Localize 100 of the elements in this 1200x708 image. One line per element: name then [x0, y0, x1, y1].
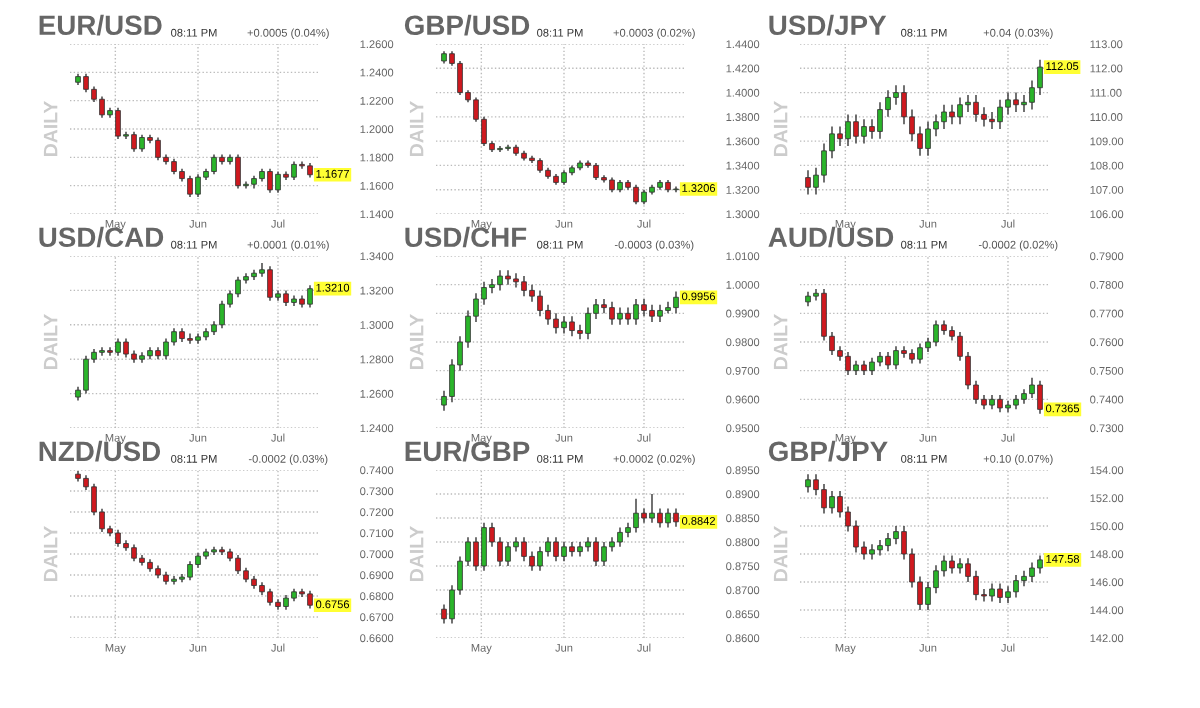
candlestick: [633, 184, 639, 205]
candlestick: [155, 136, 161, 161]
chart-title: GBP/JPY: [768, 440, 888, 462]
candlestick: [1021, 94, 1027, 113]
chart-title: USD/JPY: [769, 14, 887, 36]
candlestick: [235, 153, 241, 190]
chart-title: GBP/USD: [404, 14, 530, 36]
candlestick: [877, 101, 883, 140]
candlestick: [267, 265, 273, 302]
candlestick: [505, 269, 511, 286]
candlestick: [267, 167, 273, 194]
chart-title: EUR/GBP: [405, 440, 530, 462]
candlestick: [965, 94, 971, 113]
candlestick: [837, 125, 843, 147]
candlestick: [99, 95, 105, 119]
candlestick: [665, 507, 671, 529]
candlestick: [673, 507, 679, 528]
candlestick: [187, 560, 193, 581]
candlestick: [657, 507, 663, 529]
candlestick: [617, 526, 623, 548]
candlestick: [981, 106, 987, 128]
candlestick: [821, 483, 827, 515]
candlestick: [163, 337, 169, 360]
candlestick: [187, 332, 193, 345]
candlestick: [601, 298, 607, 315]
candlestick: [481, 522, 487, 572]
candlestick: [885, 532, 891, 552]
candlestick: [853, 519, 859, 554]
candlestick: [505, 541, 511, 567]
candlestick: [633, 298, 639, 326]
candlestick: [585, 306, 591, 340]
candlestick: [1013, 574, 1019, 599]
chart-title: USD/CHF: [405, 226, 527, 248]
candlestick: [649, 493, 655, 524]
candlestick: [187, 175, 193, 198]
chart-title: NZD/USD: [39, 440, 161, 462]
candlestick: [457, 60, 463, 96]
candlestick: [601, 541, 607, 567]
candlestick: [235, 275, 241, 298]
candlestick: [837, 490, 843, 519]
candlestick: [997, 99, 1003, 130]
candlestick: [1037, 59, 1043, 96]
candlestick: [235, 554, 241, 575]
candlestick: [219, 300, 225, 329]
candlestick: [845, 113, 851, 147]
candlestick: [989, 111, 995, 130]
candlestick: [307, 284, 313, 309]
candlestick: [957, 557, 963, 575]
candlestick: [1037, 380, 1043, 415]
candlestick: [957, 96, 963, 125]
candlestick: [673, 290, 679, 315]
candlestick: [131, 131, 137, 153]
candlestick: [1013, 91, 1019, 113]
candlestick: [861, 118, 867, 145]
candlestick: [949, 104, 955, 125]
candlestick: [641, 507, 647, 524]
candlestick: [521, 536, 527, 562]
candlestick: [917, 342, 923, 365]
candlestick: [845, 351, 851, 376]
candlestick: [949, 554, 955, 575]
chart-title: EUR/USD: [39, 14, 162, 36]
candlestick: [989, 582, 995, 603]
candlestick: [561, 541, 567, 562]
candlestick: [569, 315, 575, 337]
candlestick: [1029, 561, 1035, 583]
candlestick: [593, 536, 599, 567]
candlestick: [893, 345, 899, 370]
candlestick: [497, 269, 503, 292]
candlestick: [869, 543, 875, 561]
chart-title: USD/CAD: [39, 226, 164, 248]
candlestick: [997, 582, 1003, 604]
candlestick: [83, 355, 89, 395]
candlestick: [115, 107, 121, 140]
candlestick: [275, 170, 281, 194]
candlestick: [1021, 570, 1027, 587]
candlestick: [973, 570, 979, 601]
candlestick: [933, 319, 939, 347]
candlestick: [537, 289, 543, 317]
candlestick: [123, 337, 129, 359]
candlestick: [1037, 554, 1043, 575]
candlestick: [211, 153, 217, 176]
candlestick: [521, 275, 527, 297]
candlestick: [941, 104, 947, 130]
candlestick: [633, 498, 639, 534]
candlestick: [805, 473, 811, 494]
candlestick: [489, 278, 495, 294]
candlestick: [291, 160, 297, 181]
candlestick: [609, 301, 615, 326]
candlestick: [805, 169, 811, 196]
candlestick: [1005, 91, 1011, 116]
candlestick: [537, 546, 543, 572]
candlestick: [973, 94, 979, 123]
candlestick: [513, 272, 519, 289]
candlestick: [853, 113, 859, 145]
candlestick: [901, 345, 907, 359]
candlestick: [925, 121, 931, 157]
candlestick: [553, 536, 559, 562]
candlestick: [829, 490, 835, 515]
candlestick: [83, 73, 89, 93]
candlestick: [553, 312, 559, 335]
